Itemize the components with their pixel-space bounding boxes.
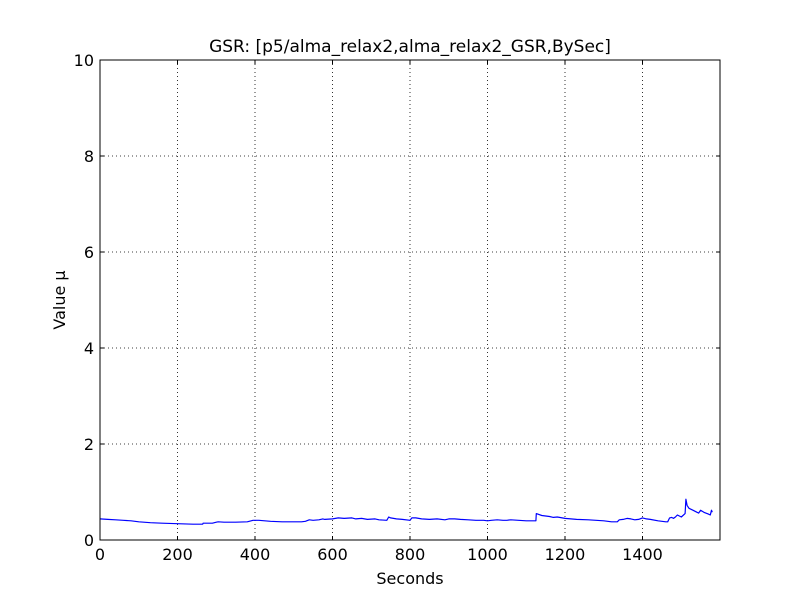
x-tick-label: 800 [395, 545, 426, 564]
y-tick-label: 4 [84, 339, 94, 358]
x-tick-label: 600 [317, 545, 348, 564]
series-line [99, 498, 713, 525]
x-tick-label: 200 [162, 545, 193, 564]
grid-lines [100, 60, 720, 540]
x-tick-label: 1200 [545, 545, 586, 564]
x-tick-label: 1400 [622, 545, 663, 564]
y-tick-label: 2 [84, 435, 94, 454]
x-tick-label: 1000 [467, 545, 508, 564]
x-tick-label: 0 [95, 545, 105, 564]
y-tick-label: 0 [84, 531, 94, 550]
x-axis-label: Seconds [376, 569, 443, 588]
y-axis-label: Value µ [50, 270, 69, 329]
chart-title: GSR: [p5/alma_relax2,alma_relax2_GSR,ByS… [209, 37, 611, 57]
axis-ticks: 0 200 400 600 800 1000 1200 1400 0 2 4 6 8 10 [74, 51, 720, 564]
x-tick-label: 400 [240, 545, 271, 564]
series-lines [99, 498, 713, 525]
y-tick-label: 8 [84, 147, 94, 166]
y-tick-label: 10 [74, 51, 94, 70]
y-tick-label: 6 [84, 243, 94, 262]
